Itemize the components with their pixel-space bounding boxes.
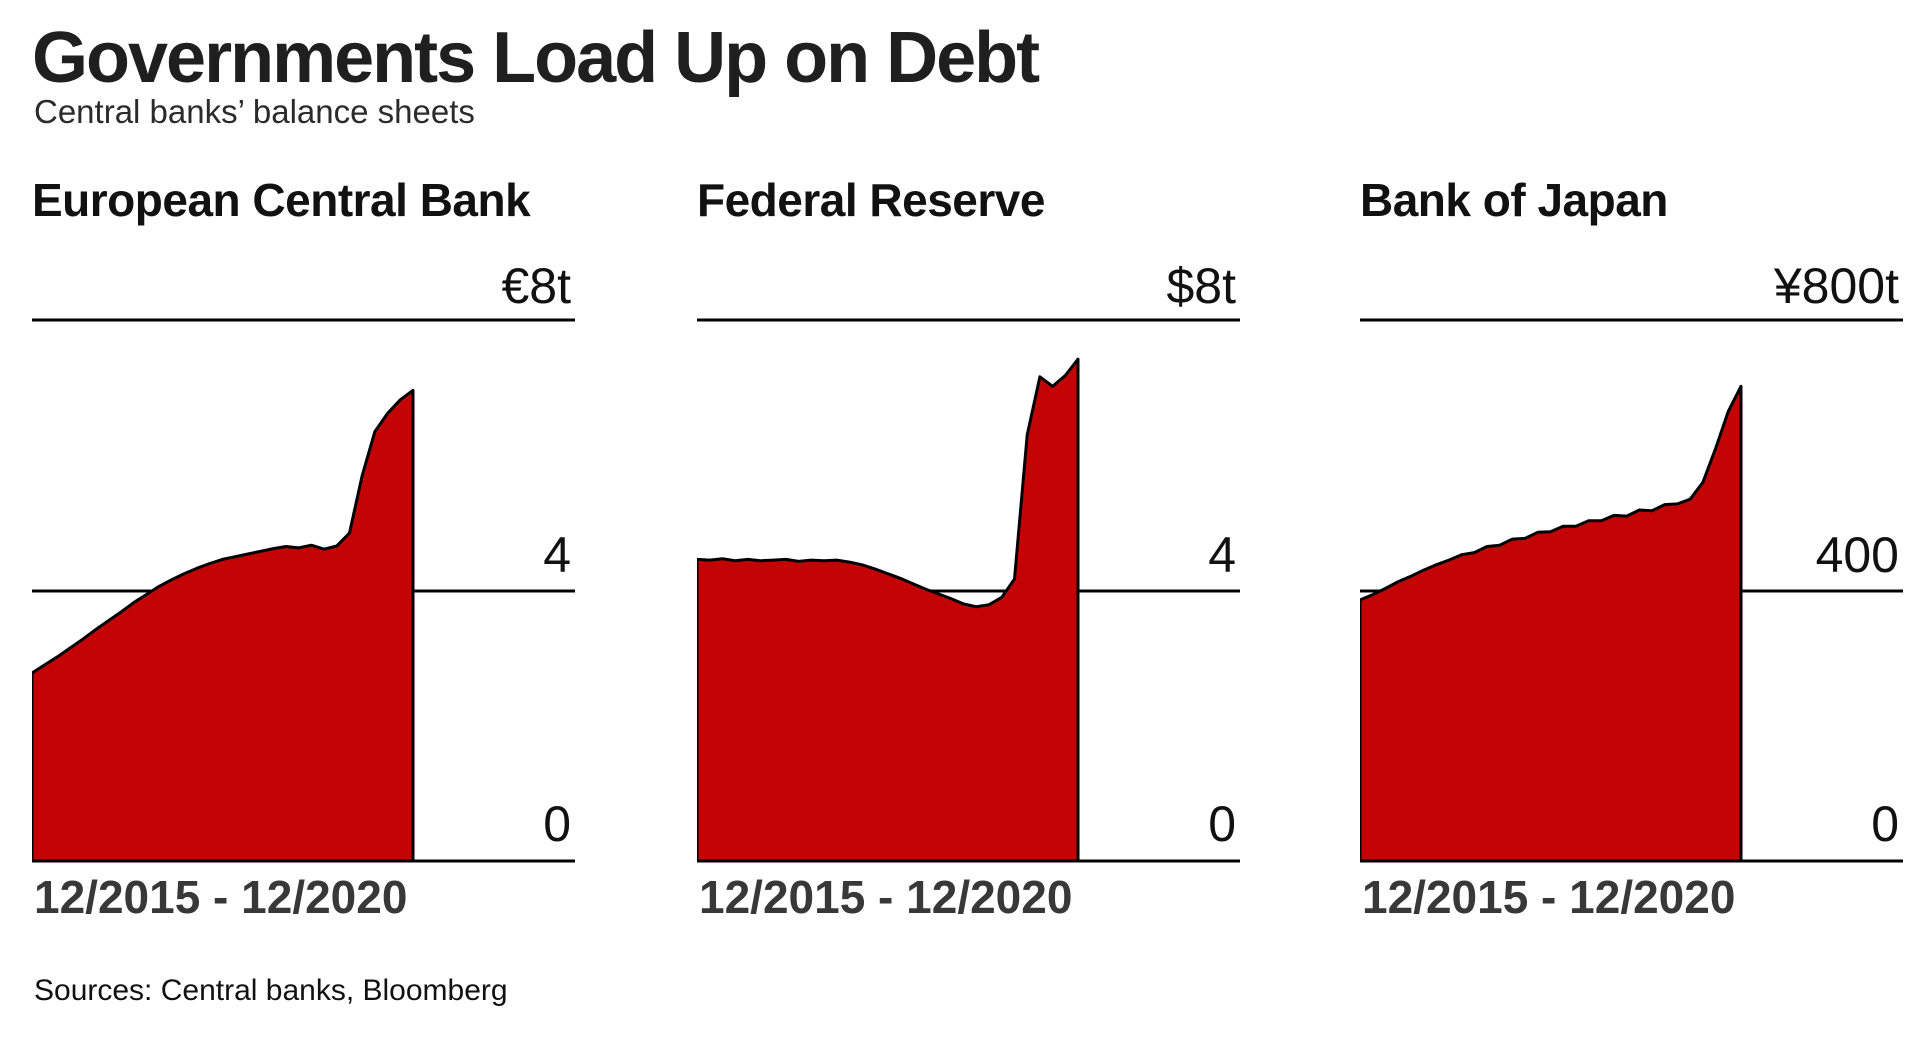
y-axis-label-zero: 0 <box>1208 796 1236 852</box>
x-axis-range-label: 12/2015 - 12/2020 <box>34 871 408 923</box>
y-axis-label-max: $8t <box>1166 258 1236 314</box>
area-chart-ecb <box>32 0 575 1045</box>
y-axis-label-zero: 0 <box>1871 796 1899 852</box>
chart-bank-of-japan: Bank of Japan ¥800t 400 0 12/2015 - 12/2… <box>1360 0 1903 1045</box>
x-axis-range-label: 12/2015 - 12/2020 <box>1362 871 1736 923</box>
y-axis-label-max: ¥800t <box>1773 258 1899 314</box>
area-chart-boj <box>1360 0 1903 1045</box>
chart-title: European Central Bank <box>32 174 531 226</box>
page-title: Governments Load Up on Debt <box>32 18 1040 98</box>
chart-title: Bank of Japan <box>1360 174 1668 226</box>
area-series <box>32 388 415 863</box>
y-axis-label-mid: 400 <box>1815 527 1899 583</box>
chart-federal-reserve: Federal Reserve $8t 4 0 12/2015 - 12/202… <box>697 0 1240 1045</box>
y-axis-label-zero: 0 <box>543 796 571 852</box>
area-series <box>1360 384 1743 863</box>
page-subtitle: Central banks’ balance sheets <box>34 93 475 130</box>
area-chart-fed <box>697 0 1240 1045</box>
y-axis-label-max: €8t <box>501 258 571 314</box>
area-series <box>697 357 1080 863</box>
sources-note: Sources: Central banks, Bloomberg <box>34 974 508 1007</box>
chart-european-central-bank: European Central Bank €8t 4 0 12/2015 - … <box>32 0 575 1045</box>
y-axis-label-mid: 4 <box>543 527 571 583</box>
y-axis-label-mid: 4 <box>1208 527 1236 583</box>
chart-title: Federal Reserve <box>697 174 1045 226</box>
x-axis-range-label: 12/2015 - 12/2020 <box>699 871 1073 923</box>
